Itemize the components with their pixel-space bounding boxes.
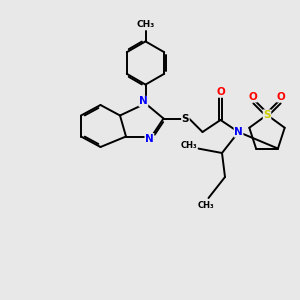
Text: O: O: [216, 87, 225, 97]
Text: N: N: [234, 127, 243, 137]
Text: CH₃: CH₃: [181, 141, 197, 150]
Text: S: S: [263, 110, 271, 120]
Text: O: O: [277, 92, 286, 102]
Text: CH₃: CH₃: [136, 20, 154, 29]
Text: CH₃: CH₃: [197, 201, 214, 210]
Text: N: N: [139, 96, 148, 106]
Text: N: N: [145, 134, 154, 144]
Text: S: S: [182, 113, 189, 124]
Text: O: O: [248, 92, 257, 102]
